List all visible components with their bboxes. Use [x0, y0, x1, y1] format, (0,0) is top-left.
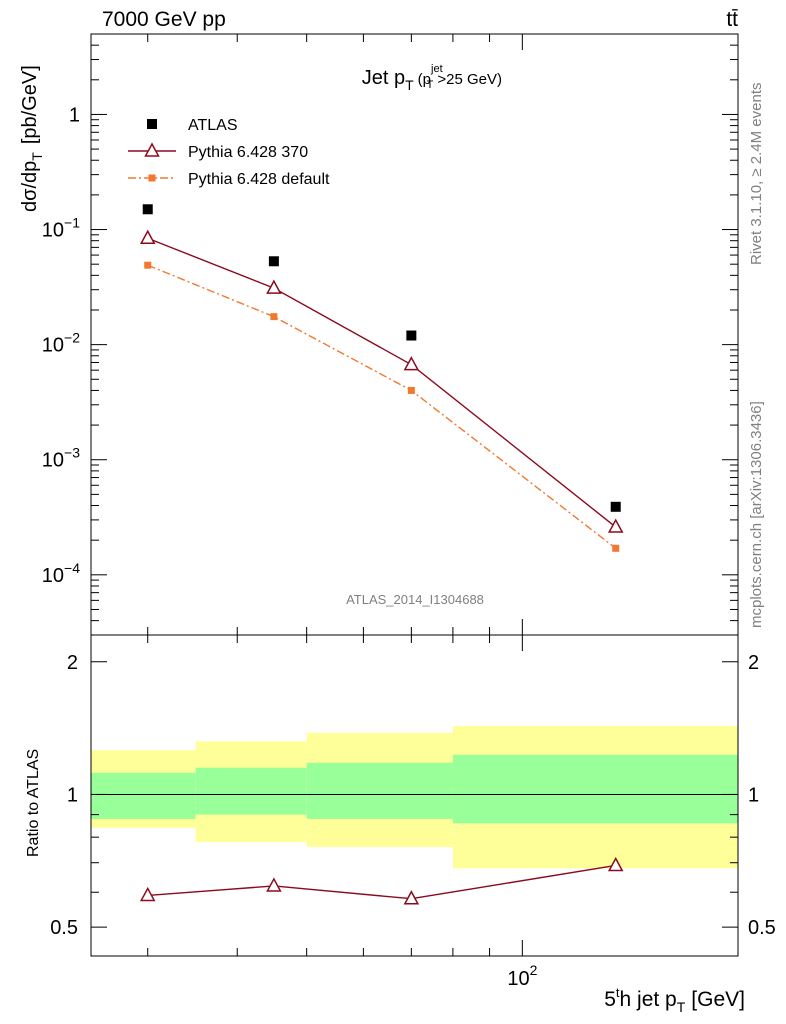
ratio-y-tick-label-right: 0.5: [748, 917, 776, 939]
legend-marker: [147, 119, 157, 129]
y-axis-label: dσ/dpT [pb/GeV]: [19, 65, 45, 212]
main-pythia-6-428-370-point: [266, 279, 282, 294]
process-label: tt̄: [726, 8, 738, 31]
rivet-label: Rivet 3.1.10, ≥ 2.4M events: [748, 83, 765, 266]
ratio-pythia-6-428-370-point: [139, 886, 156, 902]
legend-label: ATLAS: [188, 117, 238, 134]
legend: ATLAS Pythia 6.428 370 Pythia 6.428 defaul…: [128, 117, 330, 188]
y-axis-label-unit: [pb/GeV]: [19, 65, 41, 144]
title-cut-open: (p: [418, 71, 431, 88]
main-pythia-6-428-370-point: [139, 229, 156, 245]
x-axis-label-mid: h jet p: [620, 988, 677, 1011]
main-pythia-6-428-370-line: [147, 237, 617, 528]
main-pythia-6-428-default-line: [147, 264, 617, 549]
ratio-pythia-6-428-default-point: [519, 1003, 526, 1010]
ratio-uncertainty-bands: [91, 725, 738, 869]
legend-marker: [144, 142, 160, 157]
ratio-y-tick-label-right: 2: [748, 652, 759, 674]
ratio-pythia-6-428-default-point: [612, 976, 619, 983]
x-tick-labels: 102: [507, 962, 537, 990]
ratio-y-tick-labels: 0.5 0.5 1 1 2 2: [50, 652, 776, 939]
main-pythia-6-428-370-point: [403, 356, 420, 371]
main-y-tick-labels: 1 10−1 10−2 10−3 10−4: [42, 104, 80, 586]
title-cut-close: >25 GeV): [437, 71, 502, 88]
ratio-pythia-6-428-default-line: [522, 980, 615, 1007]
main-pythia-6-428-default-point: [144, 261, 152, 269]
ratio-y-tick-label-left: 2: [67, 652, 78, 674]
x-axis-label-sup: t: [616, 985, 620, 1000]
main-atlas-point: [406, 330, 417, 341]
y-axis-label-main: dσ/dp: [19, 161, 41, 212]
mcplots-label: mcplots.cern.ch [arXiv:1306.3436]: [748, 401, 765, 628]
ratio-series: [139, 856, 624, 1010]
main-atlas-point: [610, 501, 621, 512]
y-tick-label: 10−2: [42, 330, 80, 357]
analysis-label: ATLAS_2014_I1304688: [346, 592, 484, 607]
main-atlas-point: [142, 204, 153, 215]
title-cut-sup: jet: [430, 63, 443, 75]
y-axis-label-sub: T: [29, 152, 45, 161]
ratio-y-tick-label-right: 1: [748, 784, 759, 806]
stat-uncertainty-band: [91, 772, 196, 819]
y-tick-label: 1: [69, 104, 80, 126]
title-sub: T: [405, 77, 414, 93]
x-axis-label-pre: 5: [604, 988, 616, 1011]
main-atlas-point: [268, 256, 279, 267]
title-main: Jet p: [362, 67, 405, 89]
x-axis-label-unit: [GeV]: [691, 988, 745, 1011]
energy-label: 7000 GeV pp: [102, 8, 226, 31]
stat-uncertainty-band: [306, 762, 453, 819]
stat-uncertainty-band: [195, 767, 307, 815]
axis-ticks: [91, 33, 739, 956]
plot-title: Jet pT (pjet T >25 GeV): [362, 63, 502, 93]
stat-uncertainty-band: [452, 754, 738, 824]
y-tick-label: 10−1: [42, 215, 80, 242]
main-pythia-6-428-default-point: [612, 544, 620, 552]
ratio-y-tick-label-left: 1: [67, 784, 78, 806]
ratio-pythia-6-428-370-line: [147, 864, 616, 900]
x-axis-label: 5th jet pT [GeV]: [604, 985, 745, 1015]
title-cut-sub: T: [427, 79, 434, 91]
ratio-pythia-6-428-370-point: [607, 856, 624, 872]
y-tick-label: 10−3: [42, 445, 80, 472]
ratio-plot-frame: [90, 634, 739, 957]
main-pythia-6-428-default-point: [270, 313, 278, 321]
ratio-y-axis-label: Ratio to ATLAS: [25, 749, 42, 857]
x-tick-label: 102: [507, 962, 537, 990]
ratio-pythia-6-428-370-point: [403, 890, 420, 905]
x-axis-label-sub: T: [677, 999, 686, 1015]
ratio-pythia-6-428-370-point: [266, 877, 282, 892]
y-tick-label: 10−4: [42, 560, 80, 587]
legend-entry: Pythia 6.428 370: [128, 142, 308, 161]
main-pythia-6-428-370-point: [607, 518, 624, 533]
ratio-y-tick-label-left: 0.5: [50, 917, 78, 939]
main-pythia-6-428-default-point: [407, 386, 415, 394]
main-series: [139, 204, 624, 552]
legend-label: Pythia 6.428 default: [188, 171, 330, 188]
legend-marker: [148, 174, 156, 182]
legend-entry: ATLAS: [147, 117, 238, 134]
legend-label: Pythia 6.428 370: [188, 144, 308, 161]
legend-entry: Pythia 6.428 default: [128, 171, 330, 188]
